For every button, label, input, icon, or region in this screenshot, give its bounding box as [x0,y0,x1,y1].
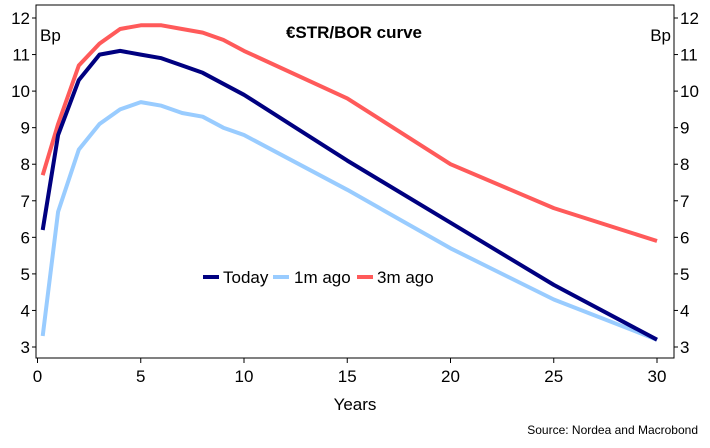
x-axis: 0 5 10 15 20 25 30 [33,358,667,386]
left-y-tick-label: 4 [21,301,30,320]
right-y-axis: 3 4 5 6 7 8 9 10 11 12 [674,9,699,357]
right-y-tick-label: 12 [680,9,699,28]
left-y-tick-label: 10 [11,82,30,101]
right-y-tick-label: 6 [680,228,689,247]
right-y-tick-label: 11 [680,46,698,65]
left-y-tick-label: 3 [21,338,30,357]
x-tick-label: 25 [544,367,563,386]
legend-label-today: Today [223,268,269,287]
right-y-tick-label: 7 [680,192,689,211]
left-y-tick-label: 7 [21,192,30,211]
left-y-tick-label: 5 [21,265,30,284]
left-y-tick-label: 12 [11,9,30,28]
plot-area-frame [35,4,675,359]
series-line-3m-ago [40,23,658,243]
series-line-today [40,48,658,342]
legend-label-3m-ago: 3m ago [377,268,434,287]
left-y-tick-label: 8 [21,155,30,174]
right-y-tick-label: 3 [680,338,689,357]
right-y-tick-label: 8 [680,155,689,174]
x-tick-label: 5 [136,367,145,386]
x-axis-label: Years [334,395,377,414]
x-tick-label: 20 [441,367,460,386]
left-y-axis: 3 4 5 6 7 8 9 10 11 12 [11,9,36,357]
series-layer [40,23,658,342]
series-line-1m-ago [40,100,658,342]
left-y-tick-label: 9 [21,119,30,138]
x-tick-label: 0 [33,367,42,386]
source-note: Source: Nordea and Macrobond [527,423,698,437]
x-tick-label: 10 [235,367,254,386]
right-y-tick-label: 10 [680,82,699,101]
chart-title: €STR/BOR curve [286,23,422,42]
right-y-tick-label: 4 [680,301,689,320]
legend-label-1m-ago: 1m ago [294,268,351,287]
left-y-tick-label: 6 [21,228,30,247]
x-tick-label: 30 [648,367,667,386]
x-tick-label: 15 [338,367,357,386]
right-y-tick-label: 5 [680,265,689,284]
right-y-tick-label: 9 [680,119,689,138]
legend: Today 1m ago 3m ago [203,268,434,287]
left-axis-unit-label: Bp [40,26,61,45]
right-axis-unit-label: Bp [650,26,671,45]
left-y-tick-label: 11 [12,46,30,65]
